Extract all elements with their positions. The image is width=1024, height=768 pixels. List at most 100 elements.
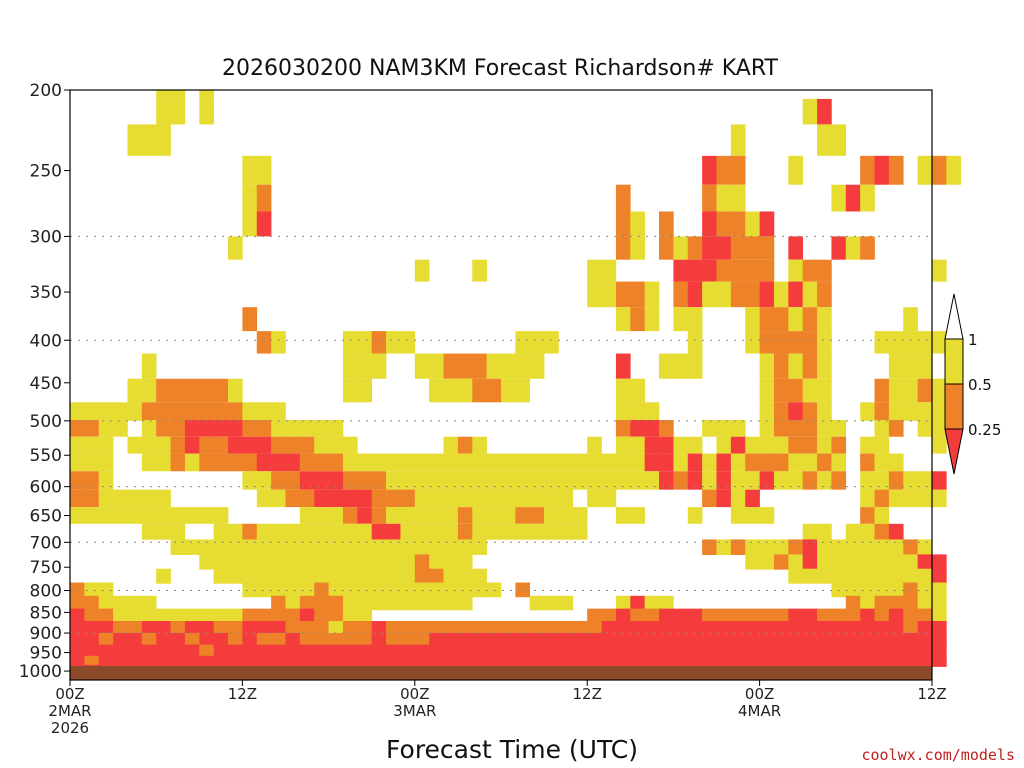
heatmap-cell [342, 621, 358, 636]
heatmap-cell [917, 595, 933, 611]
heatmap-cell [98, 582, 114, 598]
heatmap-cell [888, 471, 904, 490]
heatmap-cell [242, 307, 258, 332]
heatmap-cell [386, 582, 401, 598]
heatmap-cell [314, 419, 329, 437]
heatmap-cell [386, 554, 401, 570]
heatmap-cell [228, 236, 243, 260]
heatmap-cell [659, 471, 674, 490]
heatmap-cell [630, 471, 645, 490]
heatmap-cell [271, 568, 286, 584]
heatmap-cell [213, 523, 229, 540]
heatmap-cell [443, 489, 459, 508]
heatmap-cell [443, 655, 459, 666]
heatmap-cell [156, 507, 171, 524]
heatmap-cell [371, 523, 387, 540]
heatmap-cell [917, 655, 933, 666]
heatmap-cell [386, 595, 401, 611]
heatmap-cell [486, 655, 502, 666]
heatmap-cell [773, 436, 789, 454]
heatmap-cell [429, 644, 444, 659]
heatmap-cell [486, 664, 502, 667]
heatmap-cell [903, 664, 918, 667]
heatmap-cell [515, 582, 531, 598]
heatmap-cell [299, 621, 315, 636]
heatmap-cell [299, 436, 315, 454]
heatmap-cell [845, 595, 861, 611]
heatmap-cell [314, 539, 329, 555]
heatmap-cell [932, 608, 947, 623]
heatmap-cell [515, 655, 531, 666]
heatmap-cell [457, 523, 473, 540]
heatmap-cell [141, 655, 157, 666]
heatmap-cell [802, 436, 818, 454]
heatmap-cell [888, 378, 904, 403]
heatmap-cell [644, 307, 660, 332]
heatmap-cell [888, 523, 904, 540]
heatmap-cell [357, 539, 372, 555]
heatmap-cell [314, 582, 329, 598]
heatmap-cell [486, 453, 502, 472]
heatmap-cell [299, 471, 315, 490]
heatmap-cell [256, 471, 272, 490]
heatmap-cell [932, 378, 947, 403]
heatmap-cell [515, 621, 531, 636]
heatmap-cell [414, 507, 430, 524]
heatmap-cell [170, 523, 186, 540]
heatmap-cell [342, 453, 358, 472]
heatmap-cell [299, 507, 315, 524]
heatmap-cell [817, 353, 832, 379]
heatmap-cell [615, 507, 631, 524]
heatmap-cell [429, 507, 444, 524]
heatmap-cell [932, 655, 947, 666]
y-tick-label: 500 [30, 412, 62, 432]
heatmap-cell [831, 568, 847, 584]
heatmap-cell [357, 471, 372, 490]
heatmap-cell [429, 353, 444, 379]
heatmap-cell [529, 453, 545, 472]
heatmap-cell [601, 621, 617, 636]
heatmap-cell [702, 236, 717, 260]
heatmap-cell [587, 621, 602, 636]
heatmap-cell [773, 471, 789, 490]
heatmap-cell [299, 554, 315, 570]
heatmap-cell [673, 644, 689, 659]
heatmap-cell [615, 644, 631, 659]
heatmap-cell [773, 419, 789, 437]
heatmap-cell [429, 582, 444, 598]
heatmap-cell [271, 436, 286, 454]
heatmap-cell [156, 644, 171, 659]
heatmap-cell [457, 582, 473, 598]
heatmap-cell [98, 402, 114, 421]
heatmap-cell [544, 595, 559, 611]
heatmap-cell [199, 554, 214, 570]
heatmap-cell [156, 621, 171, 636]
heatmap-cell [127, 655, 143, 666]
heatmap-cell [874, 331, 890, 354]
heatmap-cell [932, 632, 947, 647]
heatmap-cell [170, 419, 186, 437]
heatmap-cell [400, 595, 416, 611]
heatmap-cell [342, 554, 358, 570]
colorbar-tick-label: 0.5 [968, 376, 992, 394]
heatmap-cell [443, 523, 459, 540]
heatmap-cell [587, 655, 602, 666]
heatmap-cell [328, 507, 344, 524]
heatmap-cell [328, 595, 344, 611]
heatmap-cell [328, 655, 344, 666]
heatmap-cell [98, 608, 114, 623]
heatmap-cell [788, 632, 803, 647]
heatmap-cell [572, 621, 588, 636]
heatmap-cell [472, 664, 487, 667]
heatmap-cell [113, 644, 128, 659]
heatmap-cell [472, 582, 487, 598]
colorbar-legend: 1 0.5 0.25 [944, 293, 1001, 475]
heatmap-cell [587, 489, 602, 508]
heatmap-cell [443, 582, 459, 598]
heatmap-cell [659, 453, 674, 472]
heatmap-cell [457, 539, 473, 555]
heatmap-cell [242, 621, 258, 636]
heatmap-cell [601, 281, 617, 308]
heatmap-cell [888, 664, 904, 667]
